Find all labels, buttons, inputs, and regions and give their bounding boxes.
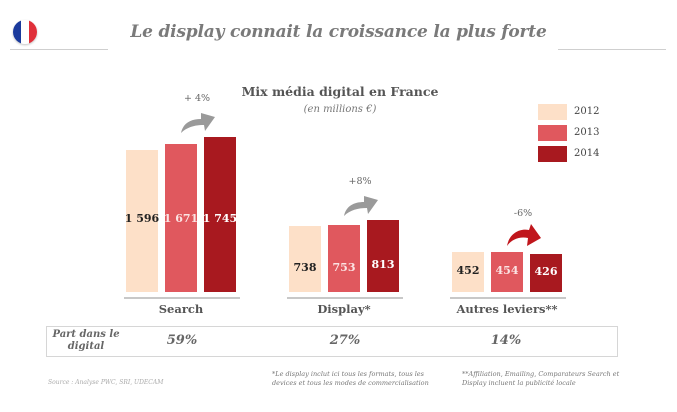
growth-arrow-up-icon	[181, 113, 215, 133]
france-flag-icon	[13, 20, 37, 44]
share-header: Part dans le digital	[52, 329, 120, 352]
legend-swatch-2014	[538, 145, 567, 162]
bar-label-display-2012: 738	[293, 261, 317, 275]
category-label-autres-leviers: Autres leviers**	[456, 302, 558, 316]
bar-autres-leviers-2014	[530, 254, 562, 292]
autres-footnote: **Affiliation, Emailing, Comparateurs Se…	[462, 370, 620, 387]
growth-label-display: +8%	[348, 175, 372, 187]
legend-item-2014: 2014	[538, 143, 599, 164]
title-rule-left	[10, 49, 108, 50]
bar-search-2012	[126, 150, 158, 292]
category-label-search: Search	[158, 302, 204, 316]
legend-swatch-2013	[538, 124, 567, 141]
bar-label-search-2013: 1 671	[163, 212, 199, 225]
axis-line-display	[287, 297, 403, 299]
legend-item-2013: 2013	[538, 122, 599, 143]
growth-arrow-up-icon	[344, 195, 378, 216]
slide-title: Le display connait la croissance la plus…	[130, 22, 547, 42]
legend-item-2012: 2012	[538, 101, 599, 122]
bar-label-autres-leviers-2012: 452	[456, 263, 480, 277]
bar-label-search-2012: 1 596	[124, 212, 160, 225]
title-rule-right	[558, 49, 666, 50]
display-footnote: *Le display inclut ici tous les formats,…	[272, 370, 429, 387]
bar-autres-leviers-2012	[452, 251, 484, 292]
legend-label-2012: 2012	[574, 106, 600, 117]
bar-display-2012	[289, 226, 321, 292]
flag-stripe-red	[29, 20, 37, 44]
category-label-display: Display*	[317, 302, 371, 316]
growth-arrow-down-icon	[507, 223, 541, 246]
bar-label-autres-leviers-2014: 426	[534, 265, 558, 279]
share-value-display: 27%	[329, 333, 361, 348]
source-note: Source : Analyse PWC, SRI, UDECAM	[48, 379, 164, 386]
share-value-autres: 14%	[490, 333, 522, 348]
chart-title: Mix média digital en France	[241, 84, 439, 99]
bar-display-2013	[328, 225, 360, 292]
share-value-search: 59%	[166, 333, 198, 348]
chart-subtitle: (en millions €)	[303, 104, 377, 115]
bar-search-2013	[165, 143, 197, 292]
share-table	[46, 326, 618, 357]
bar-label-display-2013: 753	[332, 260, 356, 274]
growth-label-search: + 4%	[183, 93, 211, 104]
axis-line-autres-leviers	[450, 297, 566, 299]
legend-label-2014: 2014	[574, 148, 600, 159]
legend: 2012 2013 2014	[538, 101, 599, 164]
axis-line-search	[124, 297, 240, 299]
legend-swatch-2012	[538, 103, 567, 120]
bar-autres-leviers-2013	[491, 251, 523, 292]
flag-stripe-white	[21, 20, 29, 44]
flag-stripe-blue	[13, 20, 21, 44]
bar-display-2014	[367, 219, 399, 292]
legend-label-2013: 2013	[574, 127, 600, 138]
bar-label-autres-leviers-2013: 454	[495, 263, 519, 277]
growth-label-autres-leviers: -6%	[513, 207, 533, 219]
bar-label-search-2014: 1 745	[202, 212, 238, 225]
bar-search-2014	[204, 137, 236, 292]
bar-label-display-2014: 813	[371, 257, 395, 271]
